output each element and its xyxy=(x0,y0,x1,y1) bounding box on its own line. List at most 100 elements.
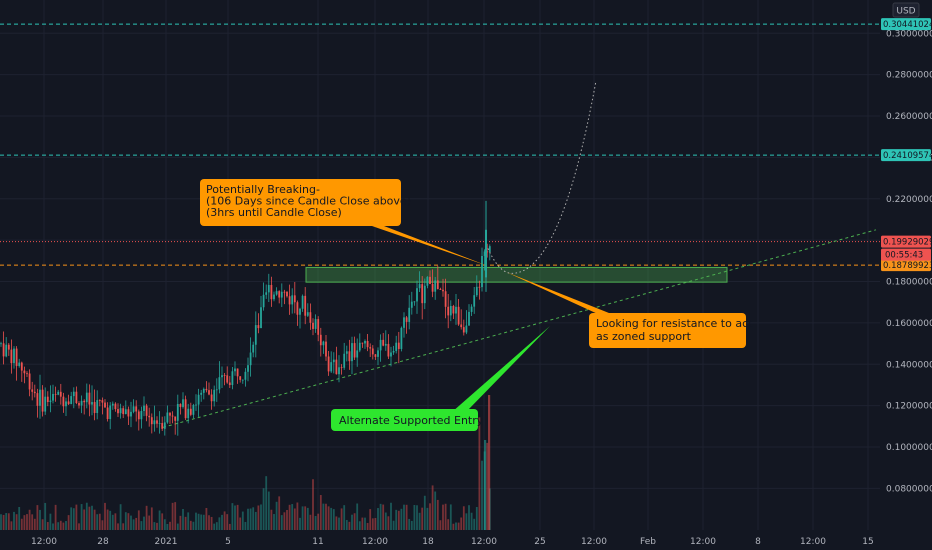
candle-body-153 xyxy=(397,342,400,349)
time-axis[interactable]: 12:00 28 2021 5 11 12:00 18 12:00 25 12:00 Feb 12:0… xyxy=(31,537,874,547)
candle-body-149 xyxy=(387,343,390,357)
volume-bar-50 xyxy=(130,515,132,530)
volume-bar-175 xyxy=(455,522,457,530)
candle-body-23 xyxy=(59,391,62,397)
volume-bar-125 xyxy=(325,503,327,530)
volume-bar-146 xyxy=(379,503,382,530)
candle-body-163 xyxy=(423,285,426,304)
level-0-187-tag-label: 0.18789923 xyxy=(883,261,932,271)
candle-body-41 xyxy=(106,407,109,420)
volume-bar-109 xyxy=(283,512,286,530)
candle-body-8 xyxy=(20,362,23,371)
candle-body-146 xyxy=(379,339,382,351)
candle-body-44 xyxy=(114,403,117,410)
annotations[interactable]: Potentially Breaking-(106 Days since Can… xyxy=(200,179,753,431)
candle-body-116 xyxy=(301,295,304,309)
volume-bar-121 xyxy=(314,515,317,530)
candle-body-59 xyxy=(153,420,156,425)
candle-body-148 xyxy=(384,343,387,346)
volume-bar-83 xyxy=(215,522,218,530)
volume-bar-101 xyxy=(262,488,265,530)
candle-body-20 xyxy=(52,393,54,401)
volume-bar-33 xyxy=(85,502,88,530)
candle-body-48 xyxy=(124,409,127,415)
candle-body-159 xyxy=(413,301,416,303)
volume-bar-53 xyxy=(137,510,140,530)
candle-body-39 xyxy=(101,400,104,403)
volume-bar-2 xyxy=(5,513,8,530)
resistance-zone[interactable] xyxy=(305,266,728,283)
candle-body-63 xyxy=(163,422,166,429)
candle-body-80 xyxy=(208,390,210,395)
candle-body-171 xyxy=(444,291,447,307)
volume-bar-162 xyxy=(421,507,424,530)
candle-body-34 xyxy=(88,392,91,405)
volume-bar-156 xyxy=(405,504,408,530)
candle-body-58 xyxy=(150,417,153,425)
volume-bar-100 xyxy=(260,504,262,530)
volume-bar-24 xyxy=(62,522,65,530)
volume-bar-66 xyxy=(171,502,174,530)
candle-body-181 xyxy=(470,306,473,312)
green-callout-box[interactable] xyxy=(331,409,478,431)
volume-bars xyxy=(0,395,491,530)
volume-bar-43 xyxy=(111,514,114,530)
volume-bar-65 xyxy=(169,521,171,530)
price-axis-panel[interactable] xyxy=(880,0,932,550)
candle-body-25 xyxy=(65,401,67,407)
time-tick-4: 11 xyxy=(312,537,323,547)
candle-body-4 xyxy=(10,349,13,364)
candle-body-71 xyxy=(184,399,187,419)
volume-bar-116 xyxy=(301,506,304,530)
candle-body-54 xyxy=(140,411,143,420)
volume-bar-40 xyxy=(104,502,106,530)
top-callout-line-2: (3hrs until Candle Close) xyxy=(206,206,342,219)
candle-body-131 xyxy=(340,367,343,369)
volume-bar-88 xyxy=(228,523,231,530)
volume-bar-94 xyxy=(244,521,247,530)
volume-bar-149 xyxy=(387,516,390,530)
candle-body-141 xyxy=(366,340,369,348)
candle-body-28 xyxy=(72,391,75,397)
volume-bar-171 xyxy=(444,503,447,530)
time-axis-panel[interactable] xyxy=(0,530,880,550)
candle-body-18 xyxy=(46,396,49,403)
volume-bar-89 xyxy=(231,503,234,530)
candle-body-27 xyxy=(70,396,73,405)
volume-bar-21 xyxy=(54,504,57,530)
top-callout-box[interactable] xyxy=(200,179,401,226)
candle-body-106 xyxy=(275,291,278,295)
candle-body-127 xyxy=(330,362,333,372)
candle-body-40 xyxy=(104,402,106,408)
right-callout-box[interactable] xyxy=(589,313,746,348)
volume-bar-182 xyxy=(473,518,476,530)
volume-bar-158 xyxy=(410,520,413,530)
candle-body-73 xyxy=(189,408,192,415)
currency-badge[interactable]: USD xyxy=(892,2,920,18)
volume-bar-144 xyxy=(374,518,377,530)
candle-body-113 xyxy=(293,295,296,303)
candle-body-168 xyxy=(436,280,439,289)
volume-bar-178 xyxy=(462,506,465,530)
volume-bar-82 xyxy=(213,523,216,530)
candle-body-66 xyxy=(171,415,174,417)
volume-bar-49 xyxy=(127,513,130,530)
candle-body-186 xyxy=(483,251,486,256)
candle-body-95 xyxy=(247,365,249,372)
candle-body-96 xyxy=(249,352,252,366)
candle-body-122 xyxy=(317,319,320,335)
time-tick-5: 12:00 xyxy=(362,537,388,547)
zone-rect[interactable] xyxy=(305,266,728,283)
volume-bar-22 xyxy=(57,522,60,530)
volume-bar-172 xyxy=(447,519,450,530)
candle-body-79 xyxy=(205,388,208,391)
candle-body-134 xyxy=(348,351,351,362)
volume-bar-37 xyxy=(96,514,99,530)
volume-bar-185 xyxy=(481,460,483,530)
level-0-199-tag-label: 0.19929029 xyxy=(883,238,932,248)
candle-body-176 xyxy=(457,306,460,325)
volume-bar-15 xyxy=(39,509,41,530)
candle-body-109 xyxy=(283,291,286,293)
